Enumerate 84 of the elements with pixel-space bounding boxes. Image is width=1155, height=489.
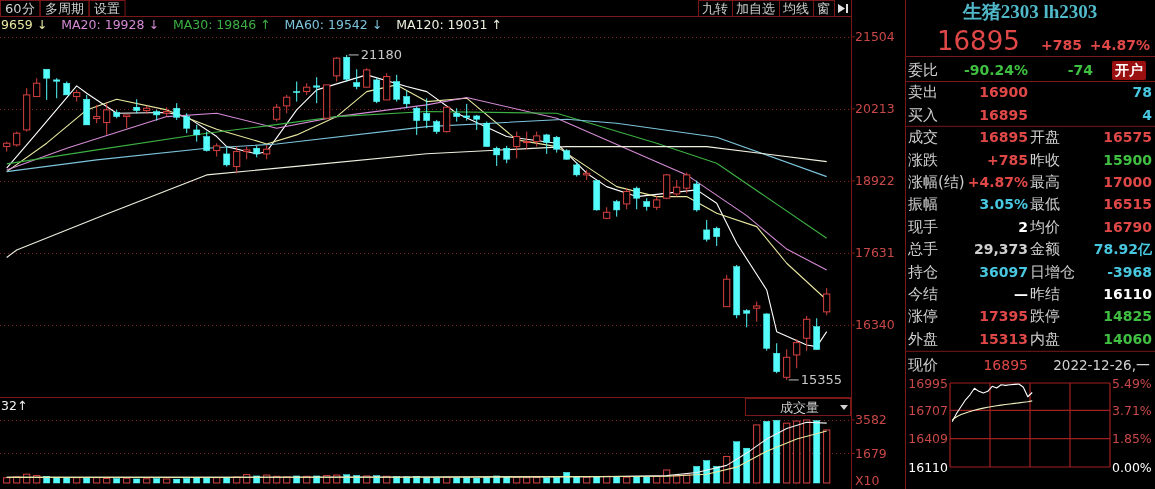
text: MA60: 19542 ↓ (284, 17, 383, 32)
text: 78.92亿 (1093, 241, 1153, 258)
text: +785 (987, 151, 1028, 168)
text: 成交 (908, 128, 938, 147)
annotation: 15355 (800, 372, 843, 388)
text: 外盘 (908, 329, 938, 348)
text: 29,373 (973, 241, 1028, 258)
text: 15900 (1103, 151, 1153, 168)
text: +785 (1041, 37, 1082, 53)
y2-tick-label: 1.85% (1112, 431, 1152, 447)
text: 16895 (979, 106, 1028, 123)
y-tick-label: 16409 (908, 431, 949, 447)
text: 振幅 (908, 195, 938, 214)
y2-tick-label: 5.49% (1112, 375, 1152, 391)
text: 总手 (907, 240, 938, 259)
text: 3.05% (979, 196, 1028, 213)
text: — (1014, 286, 1028, 302)
y-tick-label: 1679 (855, 445, 887, 461)
text: -3968 (1107, 263, 1152, 280)
text: MA30: 19846 ↑ (172, 17, 271, 32)
text: 昨结 (1030, 285, 1060, 303)
text: 32↑ (1, 398, 28, 413)
text: +4.87% (1089, 37, 1150, 53)
text: 跌停 (1030, 307, 1060, 326)
y-tick-label: 20213 (855, 101, 895, 117)
text: MA120: 19031 ↑ (396, 17, 502, 32)
text: 最低 (1030, 195, 1060, 214)
text: 卖出 (908, 83, 938, 102)
text: 36097 (979, 263, 1028, 280)
chart-subtitle: 16895 (983, 357, 1028, 373)
text: 4 (1142, 106, 1153, 123)
text: 委比 (908, 61, 938, 79)
text: 2 (1018, 218, 1028, 235)
text: 金额 (1030, 240, 1060, 259)
text: 持仓 (908, 262, 938, 281)
text: 16515 (1103, 196, 1152, 213)
text: 今结 (908, 285, 938, 303)
text: 14825 (1103, 308, 1152, 325)
text: 现手 (908, 217, 938, 236)
text: 涨跌 (908, 150, 938, 169)
text: 17395 (979, 308, 1028, 325)
text: 内盘 (1030, 329, 1060, 348)
text: 16895 (979, 129, 1028, 146)
text: 17000 (1103, 174, 1153, 190)
annotation: 成交量 (780, 400, 819, 415)
text: 均价 (1029, 217, 1060, 236)
text: 最高 (1030, 173, 1060, 191)
text: 15313 (979, 330, 1028, 347)
volume-selector: 成交量 (745, 398, 851, 416)
text: 16790 (1103, 218, 1153, 235)
text: -90.24% (963, 62, 1028, 78)
text: 2022-12-26,一 (1053, 357, 1150, 373)
y-tick-label: 16340 (855, 317, 895, 333)
text: -74 (1067, 62, 1094, 78)
text: MA20: 19928 ↓ (61, 17, 159, 32)
text: 买入 (908, 105, 938, 124)
text: 涨停 (908, 307, 938, 326)
annotation: 21180 (360, 47, 403, 63)
text: 日增仓 (1030, 262, 1075, 281)
text: 生猪2303 lh2303 (961, 1, 1098, 22)
text: 16110 (1103, 286, 1153, 302)
text: 开户 (1114, 62, 1143, 78)
y2-tick-label: 0.00% (1112, 459, 1152, 475)
y-tick-label: 18922 (855, 173, 895, 189)
y-tick-label: 16707 (908, 402, 948, 418)
text: 16575 (1103, 129, 1152, 146)
toolbar: 60分 多周期 设置 九转 加自选 均线 窗 (0, 0, 835, 17)
y-tick-label: 16110 (908, 459, 949, 475)
y-tick-label: 16995 (908, 375, 948, 391)
text: 9659 ↓ (1, 17, 48, 32)
y-tick-label: 3582 (855, 412, 887, 428)
text: 涨幅(结) (908, 173, 965, 191)
text: 14060 (1103, 330, 1153, 347)
text: 16895 (937, 26, 1020, 56)
text: 78 (1132, 84, 1152, 101)
text: 开盘 (1030, 128, 1060, 147)
text: 16900 (979, 84, 1029, 101)
y-tick-label: 17631 (855, 245, 895, 261)
text: 昨收 (1030, 150, 1060, 169)
y2-tick-label: 3.71% (1112, 402, 1152, 418)
chart-title: 现价 (908, 356, 938, 374)
y-tick-label: 21504 (855, 29, 895, 45)
text: +4.87% (967, 174, 1028, 190)
y-axis-title: X10 (855, 473, 880, 488)
